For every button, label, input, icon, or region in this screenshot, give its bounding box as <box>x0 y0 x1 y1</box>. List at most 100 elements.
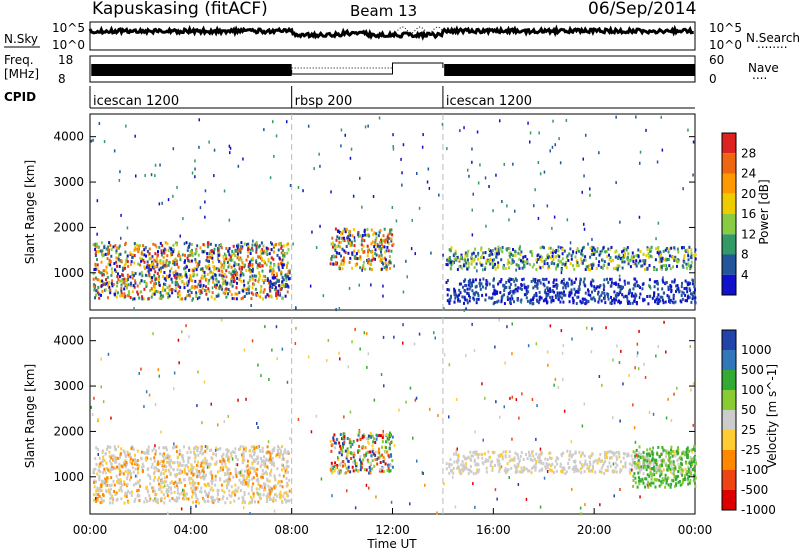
cell <box>384 450 387 454</box>
cell <box>688 282 691 286</box>
cell <box>223 260 226 264</box>
cell <box>138 494 141 498</box>
cell <box>538 453 541 457</box>
cell <box>492 292 495 296</box>
cell <box>655 458 658 462</box>
cell <box>203 477 206 481</box>
cell <box>633 456 636 460</box>
cell <box>628 300 631 304</box>
cell <box>621 250 624 254</box>
cell <box>179 273 182 277</box>
cell <box>502 450 505 454</box>
cell <box>243 493 246 496</box>
cell <box>662 448 665 452</box>
cell <box>445 467 448 471</box>
cell <box>617 292 620 296</box>
cell <box>391 459 394 463</box>
cell <box>212 488 215 492</box>
cell <box>588 465 591 469</box>
cell <box>119 455 122 459</box>
cell <box>454 252 457 256</box>
cell <box>678 466 681 470</box>
cell <box>95 463 98 467</box>
cell <box>603 260 606 264</box>
cell <box>487 459 490 463</box>
cell <box>274 477 277 481</box>
cell <box>141 462 144 466</box>
cell <box>598 457 601 461</box>
cell <box>282 453 284 457</box>
cell <box>228 290 231 294</box>
cell <box>194 460 196 464</box>
cell <box>279 490 282 494</box>
cell <box>650 245 653 249</box>
cell <box>287 248 290 252</box>
cell <box>485 470 488 474</box>
cell <box>139 290 142 294</box>
noise-panel-frame <box>89 21 696 51</box>
cell <box>114 448 117 451</box>
cell <box>130 260 133 264</box>
cell <box>558 255 561 259</box>
cell <box>583 222 585 226</box>
cell <box>665 247 668 250</box>
cell <box>662 264 665 267</box>
cell <box>642 460 645 464</box>
cell <box>660 265 663 269</box>
cell <box>647 465 650 469</box>
cell <box>155 449 157 453</box>
cell <box>172 259 175 263</box>
cell <box>266 494 269 498</box>
cell <box>203 475 206 479</box>
cell <box>113 262 116 265</box>
cell <box>157 478 160 482</box>
cell <box>635 301 638 304</box>
cell <box>284 491 287 495</box>
cell <box>144 267 147 270</box>
cell <box>467 455 470 459</box>
cell <box>549 287 552 291</box>
cell <box>589 187 591 191</box>
cell <box>648 284 650 288</box>
cell <box>386 245 389 249</box>
cell <box>541 277 544 281</box>
cell <box>508 277 511 281</box>
cell <box>506 295 509 299</box>
cell <box>532 286 535 290</box>
cell <box>517 286 520 290</box>
cell <box>110 273 113 277</box>
cell <box>169 472 172 476</box>
cell <box>537 161 540 164</box>
cell <box>583 470 586 473</box>
cell <box>195 249 198 253</box>
cell <box>335 441 338 445</box>
cell <box>356 438 359 442</box>
cell <box>543 246 545 250</box>
cell <box>372 195 375 198</box>
cell <box>277 279 280 283</box>
cell <box>217 448 220 451</box>
cell <box>624 461 627 465</box>
cell <box>241 474 244 477</box>
cpid-segment-label-0: icescan 1200 <box>93 94 179 109</box>
cell <box>573 460 576 464</box>
cell <box>476 269 478 273</box>
cell <box>448 363 451 367</box>
cell <box>631 251 634 255</box>
cell <box>209 242 212 246</box>
cell <box>463 296 466 300</box>
cell <box>531 302 534 306</box>
cell <box>386 437 389 441</box>
cell <box>269 282 272 286</box>
cell <box>615 181 617 185</box>
cell <box>618 278 621 282</box>
cell <box>210 448 213 452</box>
cell <box>449 260 452 264</box>
cell <box>668 264 671 268</box>
cell <box>681 482 684 486</box>
cell <box>97 270 100 273</box>
cell <box>562 262 565 266</box>
cell <box>343 437 346 441</box>
cell <box>458 258 461 262</box>
cell <box>646 452 648 456</box>
